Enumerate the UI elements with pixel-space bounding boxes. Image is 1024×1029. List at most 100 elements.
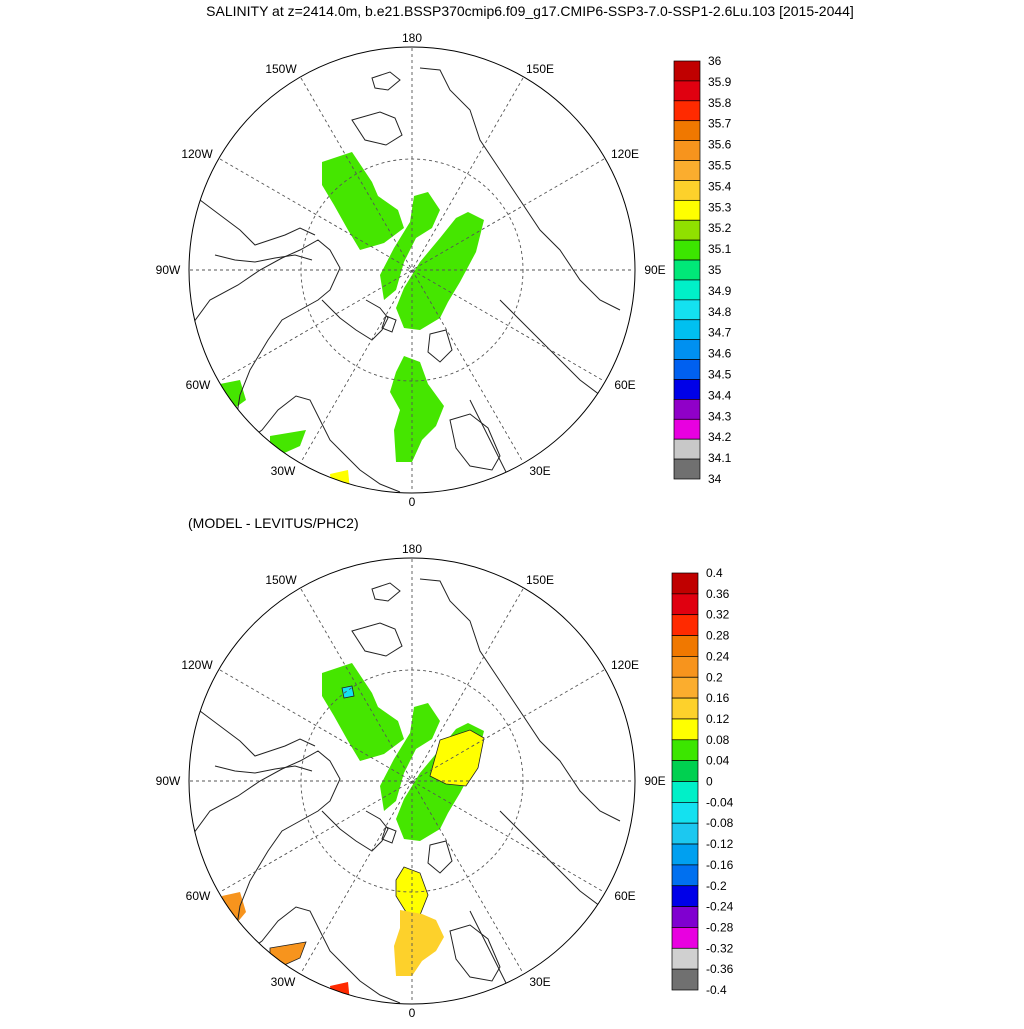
bottom-colorbar-label: -0.36 <box>706 962 734 976</box>
bottom-colorbar-label: 0.2 <box>706 670 723 684</box>
salinity-patch-fram <box>390 356 444 462</box>
top-colorbar-label: 35 <box>708 263 722 277</box>
top-colorbar-label: 34.8 <box>708 305 732 319</box>
top-colorbar-box <box>673 418 701 440</box>
top-colorbar-box <box>673 199 701 221</box>
bottom-colorbar-label: 0.04 <box>706 754 730 768</box>
top-colorbar-label: 34.2 <box>708 430 732 444</box>
bottom-colorbar-box <box>671 676 699 699</box>
top-title: SALINITY at z=2414.0m, b.e21.BSSP370cmip… <box>206 3 854 19</box>
bottom-colorbar-box <box>671 843 699 866</box>
top-lon-90e: 90E <box>644 263 665 277</box>
bottom-map-boundary <box>188 557 636 1005</box>
top-colorbar-box <box>673 160 701 181</box>
top-colorbar-box <box>673 259 701 281</box>
bottom-colorbar-label: 0.32 <box>706 608 730 622</box>
top-colorbar-box <box>673 140 701 161</box>
top-colorbar-box <box>673 100 701 122</box>
top-colorbar-box <box>673 379 701 400</box>
top-colorbar-label: 34.4 <box>708 388 732 402</box>
top-colorbar-label: 34.6 <box>708 347 732 361</box>
bottom-colorbar-label: 0.16 <box>706 691 730 705</box>
bottom-lon-60w: 60W <box>186 889 211 903</box>
top-colorbar: 36 35.9 35.8 35.7 35.6 35.5 35.4 35.3 35.2 35.1 35… <box>673 54 732 486</box>
bottom-colorbar-label: 0 <box>706 775 713 789</box>
top-colorbar-box <box>673 120 701 141</box>
top-lon-60e: 60E <box>614 378 635 392</box>
diff-patch-lomonosov-west <box>380 703 440 811</box>
diff-small-negative <box>341 685 355 699</box>
bottom-lon-180: 180 <box>402 542 422 556</box>
top-lon-30w: 30W <box>271 464 296 478</box>
bottom-colorbar-label: -0.24 <box>706 900 734 914</box>
top-lon-60w: 60W <box>186 378 211 392</box>
bottom-colorbar-box <box>671 968 699 991</box>
top-colorbar-label: 34.5 <box>708 368 732 382</box>
top-graticule <box>190 48 634 492</box>
diff-patch-fram-gold <box>394 910 444 976</box>
bottom-colorbar-label: -0.08 <box>706 816 734 830</box>
bottom-colorbar-box <box>671 822 699 845</box>
diff-patch-eurasian-yellow <box>429 729 485 787</box>
bottom-colorbar-box <box>671 656 699 678</box>
top-colorbar-label: 35.8 <box>708 96 732 110</box>
bottom-colorbar-box <box>671 885 699 907</box>
top-lon-180: 180 <box>402 31 422 45</box>
bottom-lon-150e: 150E <box>526 573 554 587</box>
top-colorbar-label: 34.1 <box>708 451 732 465</box>
salinity-patch-lomonosov-west <box>380 192 440 300</box>
top-colorbar-label: 34 <box>708 472 722 486</box>
bottom-colorbar-label: -0.12 <box>706 837 734 851</box>
bottom-colorbar-label: 0.4 <box>706 566 723 580</box>
top-colorbar-label: 36 <box>708 54 722 68</box>
diff-patch-atlantic <box>269 941 307 967</box>
bottom-colorbar-label: -0.04 <box>706 795 734 809</box>
top-colorbar-label: 35.2 <box>708 221 732 235</box>
bottom-colorbar-box <box>671 593 699 616</box>
bottom-colorbar-box <box>671 781 699 803</box>
diff-patch-labrador <box>222 892 246 924</box>
bottom-lon-0: 0 <box>409 1006 416 1020</box>
top-map-boundary <box>188 46 636 494</box>
bottom-lon-150w: 150W <box>265 573 297 587</box>
top-colorbar-label: 34.9 <box>708 284 732 298</box>
bottom-colorbar-label: 0.08 <box>706 733 730 747</box>
top-colorbar-box <box>673 438 701 460</box>
top-colorbar-box <box>673 60 701 82</box>
bottom-colorbar-box <box>671 906 699 928</box>
bottom-colorbar-label: -0.28 <box>706 920 734 934</box>
bottom-lon-60e: 60E <box>614 889 635 903</box>
top-colorbar-label: 35.3 <box>708 200 732 214</box>
top-lon-120e: 120E <box>611 147 639 161</box>
bottom-title: (MODEL - LEVITUS/PHC2) <box>188 515 359 531</box>
salinity-patch-canada-basin <box>322 152 404 250</box>
top-colorbar-label: 34.7 <box>708 326 732 340</box>
top-colorbar-label: 35.5 <box>708 159 732 173</box>
top-colorbar-box <box>673 399 701 420</box>
bottom-lon-30w: 30W <box>271 975 296 989</box>
top-colorbar-box <box>673 359 701 380</box>
bottom-colorbar: 0.4 0.36 0.32 0.28 0.24 0.2 0.16 0.12 0.08 0.04 0 -… <box>671 566 734 997</box>
top-colorbar-box <box>673 279 701 301</box>
bottom-colorbar-box <box>671 864 699 887</box>
bottom-lon-120w: 120W <box>181 658 213 672</box>
top-map: 180 150E 120E 90E 60E 30E 0 30W 60W 90W … <box>156 31 666 509</box>
bottom-colorbar-box <box>671 760 699 782</box>
top-coastlines <box>189 67 621 493</box>
top-colorbar-label: 34.3 <box>708 409 732 423</box>
bottom-colorbar-box <box>671 697 699 720</box>
bottom-colorbar-label: -0.32 <box>706 941 734 955</box>
top-colorbar-label: 35.1 <box>708 242 732 256</box>
top-lon-150w: 150W <box>265 62 297 76</box>
top-colorbar-box <box>673 80 701 102</box>
salinity-patch-atlantic <box>270 430 306 454</box>
top-colorbar-box <box>673 180 701 201</box>
top-lon-120w: 120W <box>181 147 213 161</box>
top-colorbar-box <box>673 299 701 321</box>
bottom-colorbar-label: -0.2 <box>706 879 727 893</box>
bottom-colorbar-label: 0.24 <box>706 649 730 663</box>
bottom-map: 180 150E 120E 90E 60E 30E 0 30W 60W 90W … <box>156 542 666 1020</box>
bottom-lon-90e: 90E <box>644 774 665 788</box>
salinity-patch-atlantic-south <box>330 470 350 490</box>
